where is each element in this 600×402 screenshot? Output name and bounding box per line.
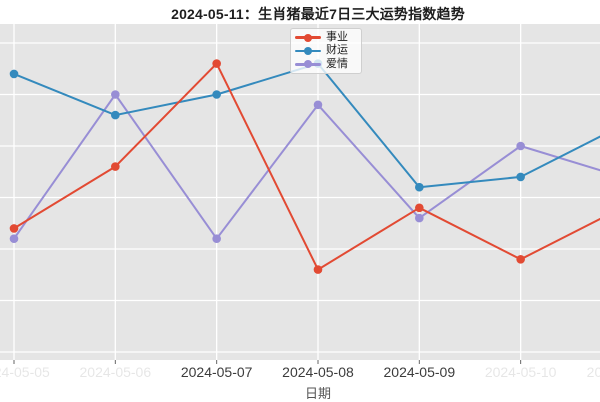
x-tick-label: 2024-05-11 xyxy=(586,364,600,380)
legend: 事业 财运 爱情 xyxy=(290,28,362,74)
x-tick-label: 2024-05-08 xyxy=(282,364,354,380)
x-axis-tick-labels: 2024-05-05 2024-05-06 2024-05-07 2024-05-08… xyxy=(0,364,600,380)
legend-line-dot-icon xyxy=(295,33,321,42)
data-point-love xyxy=(212,234,221,243)
data-point-love xyxy=(313,100,323,110)
legend-label: 事业 xyxy=(326,31,348,44)
data-point-wealth xyxy=(9,69,19,79)
legend-label: 财运 xyxy=(326,44,348,57)
legend-line-dot-icon xyxy=(295,46,321,55)
data-point-love xyxy=(9,234,19,243)
data-point-wealth xyxy=(516,172,525,182)
data-point-love xyxy=(111,90,120,99)
legend-item-career: 事业 xyxy=(295,31,357,44)
plot-background xyxy=(0,24,600,360)
data-point-career xyxy=(9,224,19,233)
data-point-wealth xyxy=(111,110,120,120)
legend-item-love: 爱情 xyxy=(295,58,357,71)
data-point-love xyxy=(415,213,424,223)
data-point-career xyxy=(415,203,424,213)
chart-title: 2024-05-11：生肖猪最近7日三大运势指数趋势 xyxy=(171,6,465,22)
legend-line-dot-icon xyxy=(295,60,321,69)
data-point-career xyxy=(111,162,120,171)
data-point-wealth xyxy=(415,182,424,192)
legend-item-wealth: 财运 xyxy=(295,44,357,57)
x-tick-label: 2024-05-09 xyxy=(383,364,456,380)
legend-label: 爱情 xyxy=(326,57,348,70)
data-point-career xyxy=(313,265,323,274)
x-tick-label: 2024-05-05 xyxy=(0,364,50,380)
data-point-wealth xyxy=(212,90,221,99)
data-point-love xyxy=(516,141,525,151)
data-point-career xyxy=(516,254,525,264)
x-tick-label: 2024-05-07 xyxy=(180,364,253,380)
data-point-career xyxy=(212,59,221,68)
x-tick-label: 2024-05-10 xyxy=(484,364,557,380)
x-tick-label: 2024-05-06 xyxy=(79,364,152,380)
x-axis-title: 日期 xyxy=(304,386,331,401)
